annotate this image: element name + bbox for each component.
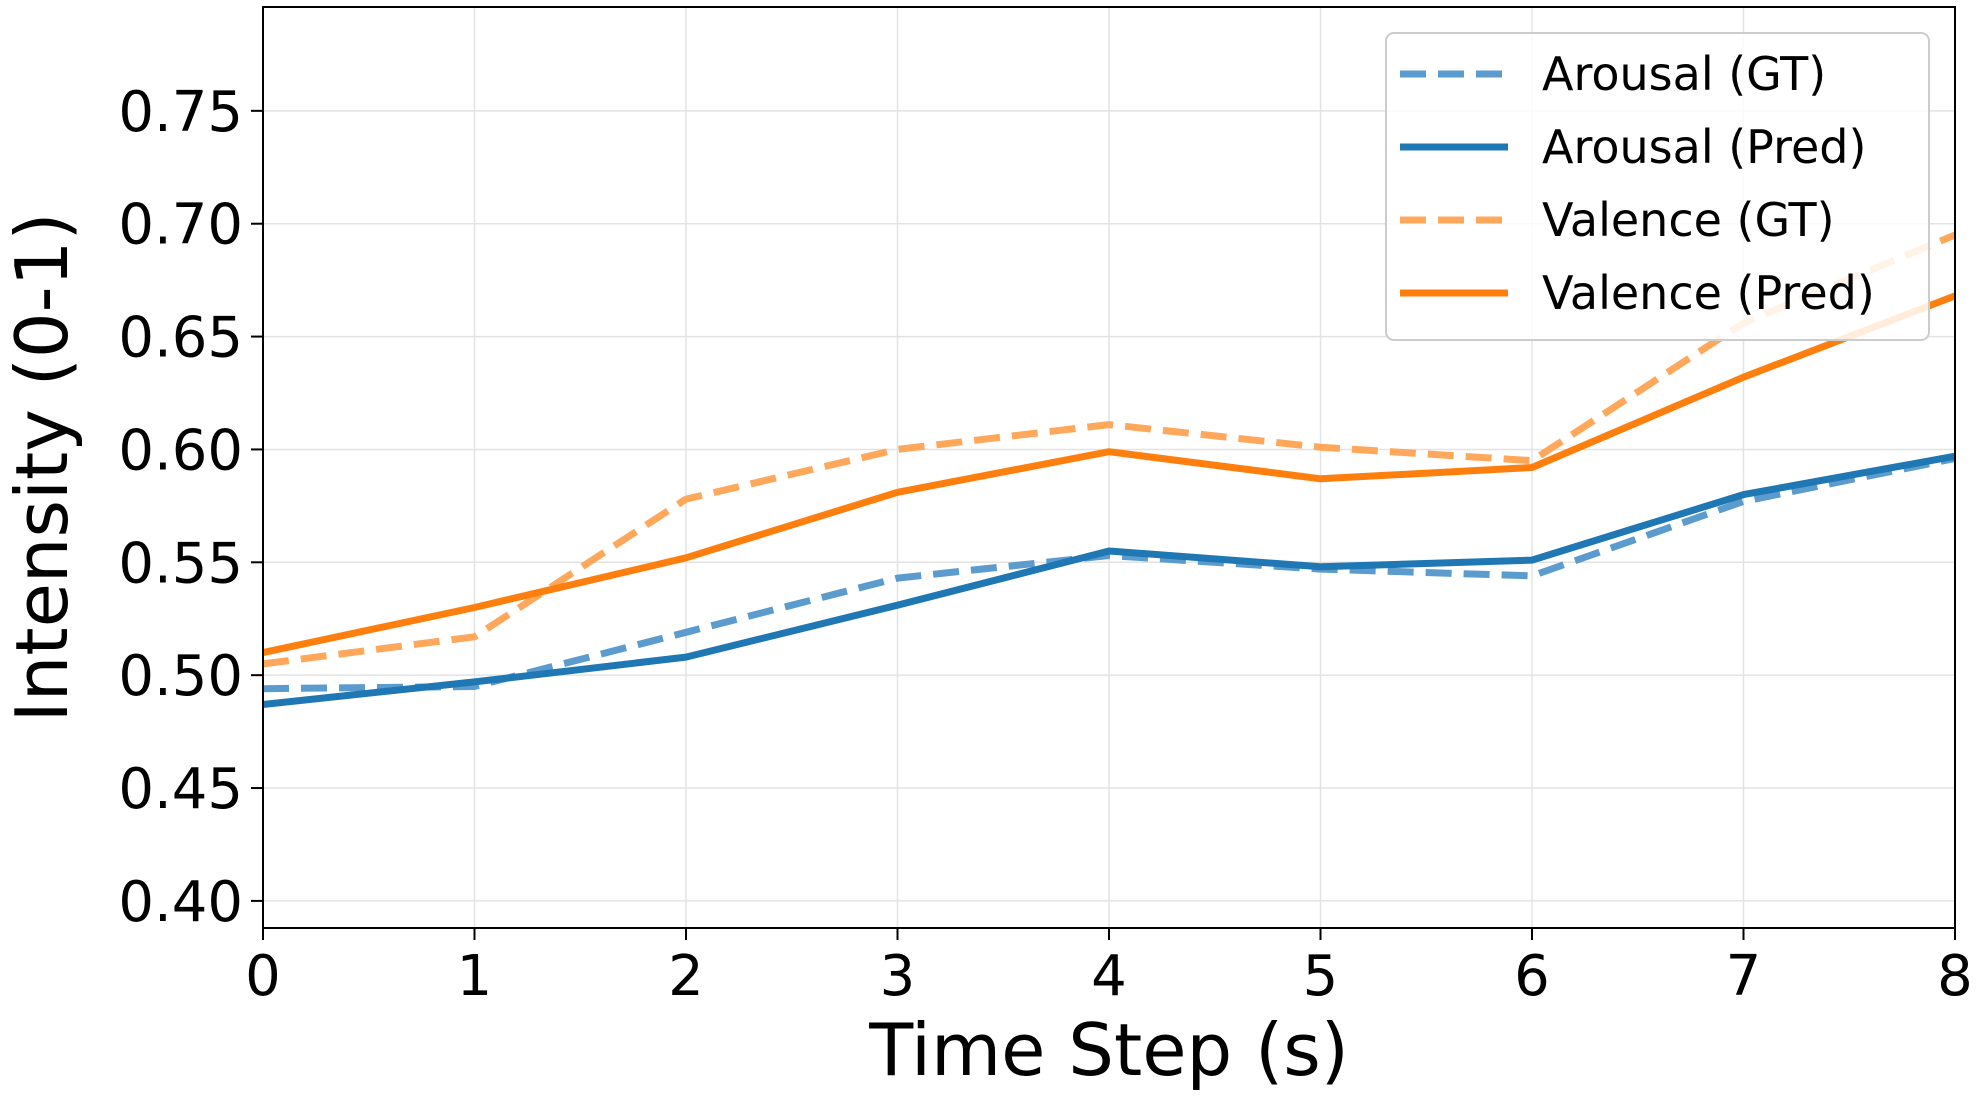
series-line-valence-gt — [262, 231, 1957, 668]
y-tick-label: 0.65 — [118, 306, 243, 371]
y-axis: 0.40 0.45 0.50 0.55 0.60 0.65 0.70 0.75 — [118, 80, 263, 935]
legend: Arousal (GT) Arousal (Pred) Valence (GT) Va… — [1385, 32, 1930, 341]
series-line-arousal-gt — [262, 455, 1956, 693]
x-tick-label: 1 — [457, 944, 493, 1009]
x-tick-label: 5 — [1303, 944, 1339, 1009]
series-layer — [262, 231, 1957, 708]
x-tick-label: 4 — [1091, 944, 1127, 1009]
y-tick-label: 0.50 — [118, 644, 243, 709]
y-tick-label: 0.45 — [118, 757, 243, 822]
y-tick-label: 0.55 — [118, 531, 243, 596]
legend-label: Valence (Pred) — [1542, 266, 1875, 320]
y-tick-label: 0.40 — [118, 870, 243, 935]
legend-box — [1385, 32, 1930, 341]
x-tick-label: 8 — [1937, 944, 1973, 1009]
series-line-valence-pred — [262, 292, 1957, 657]
x-tick-label: 2 — [668, 944, 704, 1009]
x-axis: 0 1 2 3 4 5 6 7 8 — [245, 928, 1973, 1009]
y-tick-label: 0.75 — [118, 80, 243, 145]
x-tick-label: 6 — [1514, 944, 1550, 1009]
legend-label: Arousal (Pred) — [1542, 120, 1866, 174]
x-tick-label: 0 — [245, 944, 281, 1009]
y-tick-label: 0.70 — [118, 193, 243, 258]
x-tick-label: 7 — [1726, 944, 1762, 1009]
legend-label: Valence (GT) — [1542, 193, 1835, 247]
y-axis-label: Intensity (0-1) — [0, 212, 84, 722]
x-tick-label: 3 — [880, 944, 916, 1009]
series-line-arousal-pred — [262, 452, 1956, 708]
x-axis-label: Time Step (s) — [868, 1008, 1349, 1092]
y-tick-label: 0.60 — [118, 418, 243, 483]
legend-label: Arousal (GT) — [1542, 47, 1826, 101]
